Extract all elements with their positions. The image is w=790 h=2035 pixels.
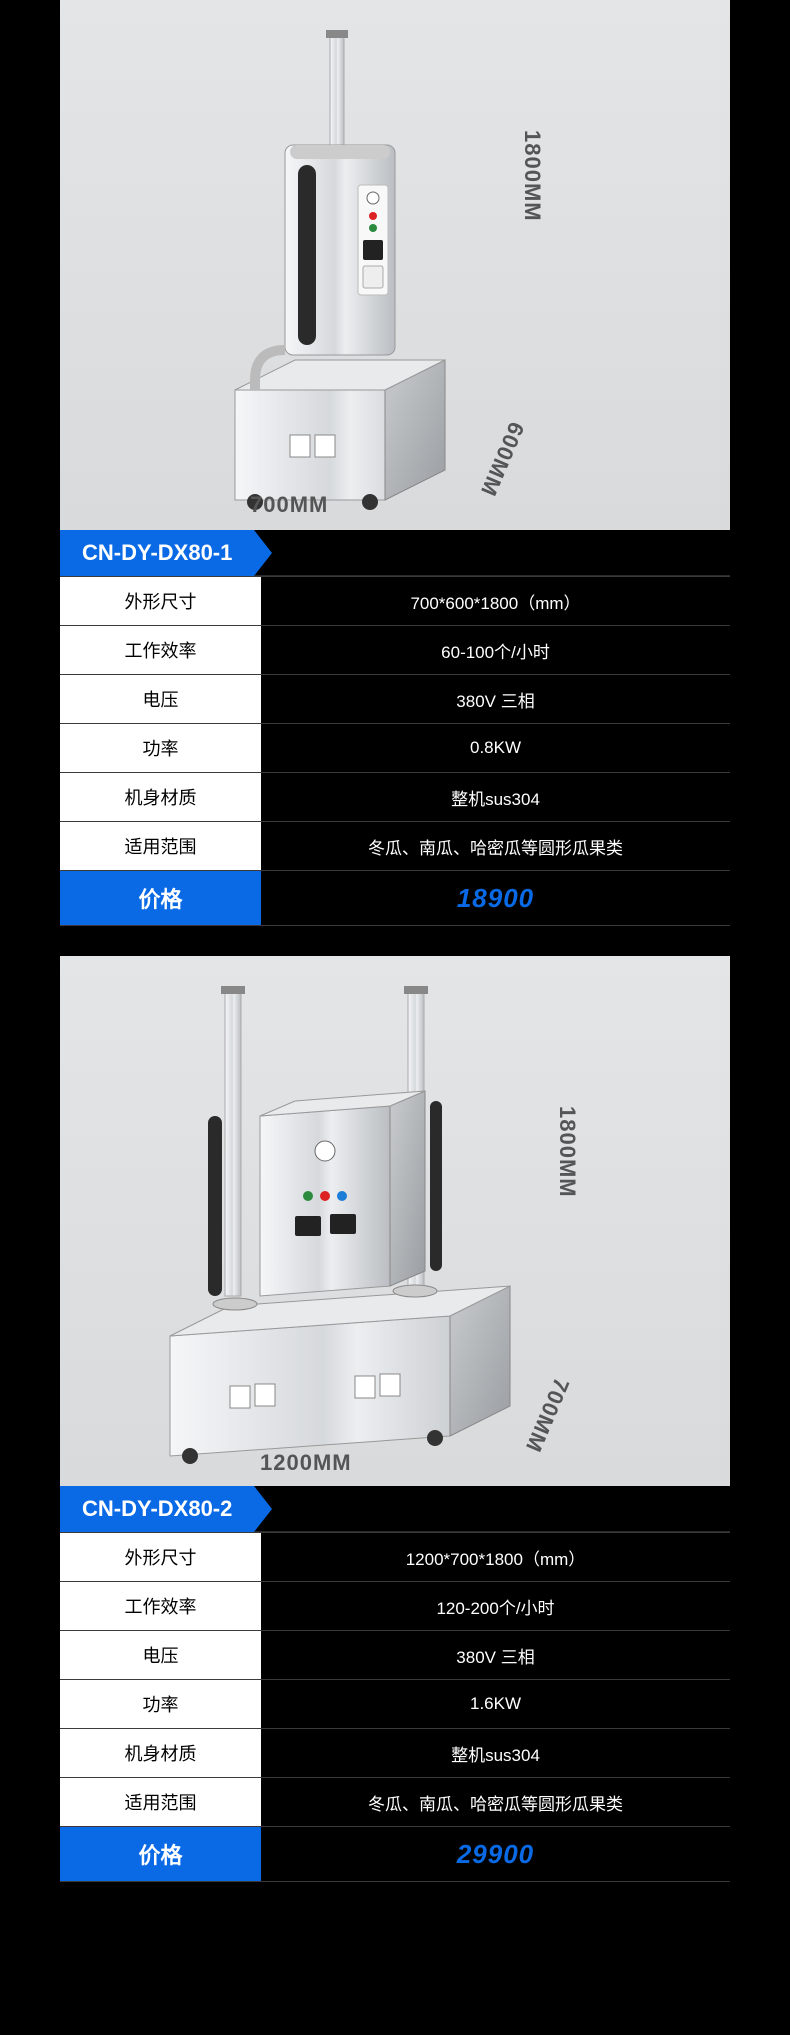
spec-label: 适用范围 (60, 1778, 261, 1827)
spec-label: 电压 (60, 1631, 261, 1680)
spec-value: 380V 三相 (261, 1631, 730, 1680)
model-tab-1: CN-DY-DX80-1 (60, 530, 254, 576)
spec-label: 机身材质 (60, 1729, 261, 1778)
table-row: 适用范围冬瓜、南瓜、哈密瓜等圆形瓜果类 (60, 1778, 730, 1827)
dim-height-2: 1800MM (554, 1106, 580, 1198)
table-row: 外形尺寸700*600*1800（mm） (60, 577, 730, 626)
product-diagram-1: 1800MM 600MM 700MM (60, 0, 730, 530)
spec-value: 整机sus304 (261, 1729, 730, 1778)
table-row: 电压380V 三相 (60, 1631, 730, 1680)
spec-label: 适用范围 (60, 822, 261, 871)
dim-width-2: 1200MM (260, 1450, 352, 1476)
spec-value: 1.6KW (261, 1680, 730, 1729)
machine-illustration-2 (150, 986, 530, 1466)
spec-value: 整机sus304 (261, 773, 730, 822)
price-value: 18900 (261, 871, 730, 926)
spec-label: 外形尺寸 (60, 1533, 261, 1582)
spec-label: 外形尺寸 (60, 577, 261, 626)
spec-value: 冬瓜、南瓜、哈密瓜等圆形瓜果类 (261, 1778, 730, 1827)
spec-value: 0.8KW (261, 724, 730, 773)
price-label: 价格 (60, 1827, 261, 1882)
spec-value: 1200*700*1800（mm） (261, 1533, 730, 1582)
spec-value: 60-100个/小时 (261, 626, 730, 675)
product-diagram-2: 1800MM 700MM 1200MM (60, 956, 730, 1486)
table-row: 机身材质整机sus304 (60, 1729, 730, 1778)
spec-value: 冬瓜、南瓜、哈密瓜等圆形瓜果类 (261, 822, 730, 871)
table-row: 功率0.8KW (60, 724, 730, 773)
machine-illustration-1 (210, 30, 470, 510)
table-row: 外形尺寸1200*700*1800（mm） (60, 1533, 730, 1582)
table-row: 工作效率60-100个/小时 (60, 626, 730, 675)
spec-label: 功率 (60, 724, 261, 773)
dim-width-1: 700MM (250, 492, 328, 518)
table-row: 功率1.6KW (60, 1680, 730, 1729)
spec-table-2: 外形尺寸1200*700*1800（mm） 工作效率120-200个/小时 电压… (60, 1532, 730, 1882)
spec-value: 700*600*1800（mm） (261, 577, 730, 626)
table-row: 工作效率120-200个/小时 (60, 1582, 730, 1631)
spec-label: 工作效率 (60, 626, 261, 675)
spec-value: 120-200个/小时 (261, 1582, 730, 1631)
spec-label: 电压 (60, 675, 261, 724)
price-label: 价格 (60, 871, 261, 926)
product-block-2: 1800MM 700MM 1200MM CN-DY-DX80-2 外形尺寸120… (60, 956, 730, 1882)
dim-height-1: 1800MM (519, 130, 545, 222)
price-value: 29900 (261, 1827, 730, 1882)
model-tab-2: CN-DY-DX80-2 (60, 1486, 254, 1532)
table-row: 适用范围冬瓜、南瓜、哈密瓜等圆形瓜果类 (60, 822, 730, 871)
model-header-1: CN-DY-DX80-1 (60, 530, 730, 576)
dim-depth-1: 600MM (475, 418, 530, 500)
table-row: 电压380V 三相 (60, 675, 730, 724)
model-header-2: CN-DY-DX80-2 (60, 1486, 730, 1532)
price-row: 价格29900 (60, 1827, 730, 1882)
page: 1800MM 600MM 700MM CN-DY-DX80-1 外形尺寸700*… (0, 0, 790, 1882)
spec-label: 机身材质 (60, 773, 261, 822)
spec-label: 工作效率 (60, 1582, 261, 1631)
price-row: 价格18900 (60, 871, 730, 926)
spec-table-1: 外形尺寸700*600*1800（mm） 工作效率60-100个/小时 电压38… (60, 576, 730, 926)
spec-value: 380V 三相 (261, 675, 730, 724)
table-row: 机身材质整机sus304 (60, 773, 730, 822)
spec-label: 功率 (60, 1680, 261, 1729)
product-block-1: 1800MM 600MM 700MM CN-DY-DX80-1 外形尺寸700*… (60, 0, 730, 926)
